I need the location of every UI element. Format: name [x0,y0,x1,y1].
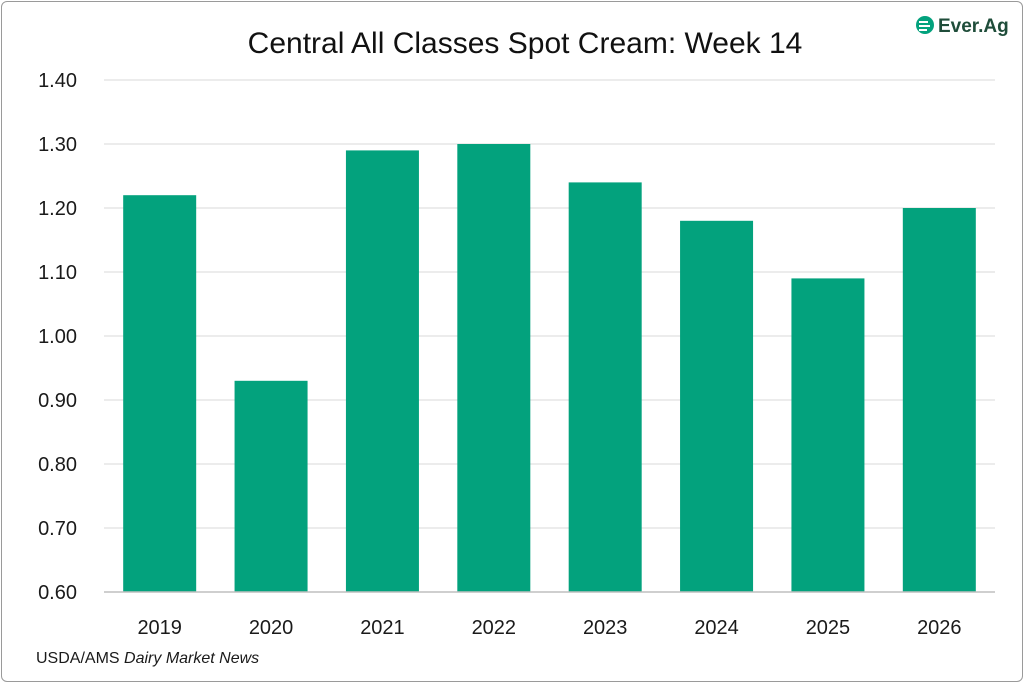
y-tick-label: 0.80 [38,454,77,476]
x-axis-ticks: 2019 2020 2021 2022 2023 2024 2025 2026 [137,617,961,639]
x-tick-label: 2026 [917,617,962,639]
chart-title: Central All Classes Spot Cream: Week 14 [248,27,803,60]
bar-2020 [234,380,308,592]
x-tick-label: 2022 [472,617,517,639]
y-tick-label: 0.60 [38,582,77,604]
source-publication: Dairy Market News [124,650,260,667]
y-tick-label: 1.40 [38,70,77,92]
y-tick-label: 1.20 [38,198,77,220]
bar-2023 [568,182,642,592]
logo-text: Ever.Ag [938,16,1009,37]
bars [123,144,976,593]
bar-2025 [791,278,865,592]
x-tick-label: 2019 [137,617,182,639]
y-tick-label: 1.00 [38,326,77,348]
x-tick-label: 2024 [694,617,739,639]
y-tick-label: 1.30 [38,134,77,156]
y-axis-ticks: 0.60 0.70 0.80 0.90 1.00 1.10 1.20 1.30 1.40 [38,70,77,604]
x-tick-label: 2025 [806,617,851,639]
x-tick-label: 2021 [360,617,405,639]
bar-2024 [680,220,754,593]
y-tick-label: 0.90 [38,390,77,412]
x-tick-label: 2020 [249,617,294,639]
bar-2022 [457,144,531,592]
source-note: USDA/AMS Dairy Market News [36,650,259,668]
y-tick-label: 1.10 [38,262,77,284]
ever-ag-logo: Ever.Ag [916,16,1009,37]
y-tick-label: 0.70 [38,518,77,540]
bar-2026 [902,208,976,592]
x-tick-label: 2023 [583,617,628,639]
source-prefix: USDA/AMS [36,650,120,667]
bar-2021 [345,150,419,592]
bar-2019 [123,195,197,592]
